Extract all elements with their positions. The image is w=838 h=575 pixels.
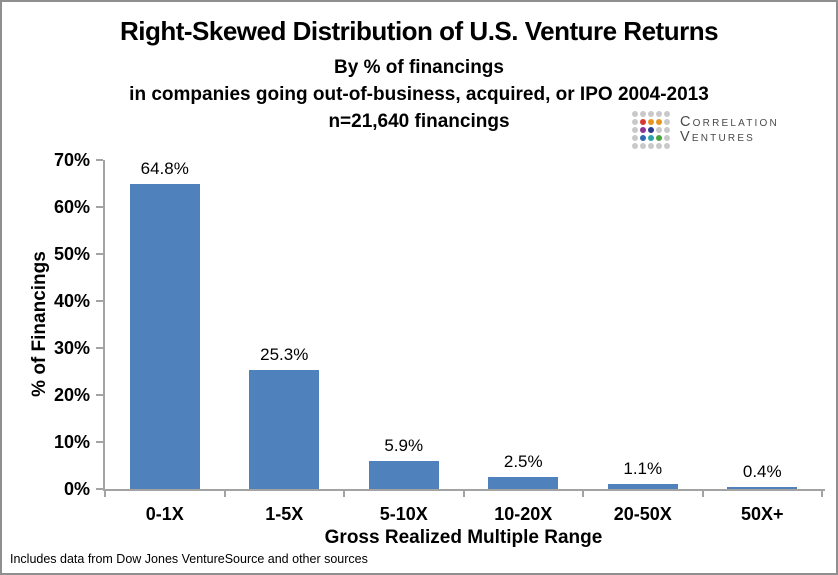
logo-dot — [664, 119, 670, 125]
logo-dot — [648, 111, 654, 117]
y-axis-line — [103, 160, 105, 491]
bar — [727, 487, 798, 489]
logo-dot — [648, 143, 654, 149]
logo-dot — [640, 135, 646, 141]
logo-dot — [640, 127, 646, 133]
correlation-ventures-logo: Correlation Ventures — [632, 111, 779, 149]
y-axis-tick-mark — [96, 441, 103, 443]
logo-dot — [664, 127, 670, 133]
bar — [249, 370, 320, 489]
logo-dot — [632, 119, 638, 125]
x-axis-category-label: 10-20X — [494, 504, 553, 524]
x-axis-title: Gross Realized Multiple Range — [324, 527, 603, 548]
chart-subtitle-line-3: n=21,640 financings — [328, 111, 510, 132]
logo-dot — [640, 111, 646, 117]
bar-value-label: 1.1% — [623, 458, 663, 478]
y-axis-tick-label: 60% — [53, 197, 90, 217]
x-axis-tick-mark — [701, 489, 704, 497]
logo-dot — [656, 119, 662, 125]
logo-dot-grid-icon — [632, 111, 670, 149]
bar-value-label: 25.3% — [260, 345, 309, 365]
y-axis-tick-mark — [96, 347, 103, 349]
source-note: Includes data from Dow Jones VentureSour… — [10, 552, 368, 566]
bar-value-label: 2.5% — [503, 452, 543, 472]
logo-dot — [656, 127, 662, 133]
x-axis-tick-mark — [821, 489, 823, 497]
logo-dot — [632, 135, 638, 141]
logo-line-2: Ventures — [680, 129, 756, 145]
x-axis-category-label: 20-50X — [613, 504, 672, 524]
logo-dot — [648, 127, 654, 133]
logo-dot — [640, 143, 646, 149]
logo-dot — [664, 143, 670, 149]
logo-wordmark: Correlation Ventures — [680, 115, 779, 145]
logo-dot — [656, 111, 662, 117]
bar — [368, 461, 439, 489]
y-axis-tick-mark — [96, 206, 103, 208]
logo-dot — [648, 135, 654, 141]
x-axis-tick-mark — [343, 489, 345, 497]
y-axis-tick-mark — [96, 394, 103, 396]
x-axis-tick-mark — [223, 489, 226, 497]
x-axis-category-label: 0-1X — [145, 504, 184, 524]
x-axis-category-label: 50X+ — [740, 504, 784, 524]
y-axis-tick-label: 70% — [53, 150, 90, 170]
x-axis-category-label: 1-5X — [265, 504, 304, 524]
logo-dot — [632, 111, 638, 117]
bar — [129, 184, 200, 489]
x-axis-tick-mark — [582, 489, 584, 497]
logo-dot — [640, 119, 646, 125]
y-axis-tick-label: 40% — [53, 291, 90, 311]
x-axis-tick-mark — [104, 489, 106, 497]
logo-dot — [664, 111, 670, 117]
logo-dot — [656, 135, 662, 141]
logo-dot — [632, 127, 638, 133]
y-axis-tick-mark — [96, 300, 103, 302]
logo-dot — [656, 143, 662, 149]
logo-dot — [632, 143, 638, 149]
chart-subtitle-line-1: By % of financings — [334, 57, 504, 78]
bar-value-label: 5.9% — [384, 436, 424, 456]
bar-value-label: 0.4% — [742, 462, 782, 481]
y-axis-tick-mark — [96, 488, 103, 490]
y-axis-tick-label: 30% — [53, 338, 90, 358]
logo-dot — [648, 119, 654, 125]
x-axis-category-label: 5-10X — [379, 504, 428, 524]
x-axis-tick-mark — [462, 489, 465, 497]
y-axis-tick-mark — [96, 159, 103, 161]
logo-dot — [664, 135, 670, 141]
chart-title: Right-Skewed Distribution of U.S. Ventur… — [119, 16, 719, 46]
chart-subtitle-line-2: in companies going out-of-business, acqu… — [129, 84, 709, 105]
y-axis-title: % of Financings — [29, 251, 50, 397]
y-axis-tick-label: 0% — [63, 479, 90, 499]
y-axis-tick-label: 10% — [53, 432, 90, 452]
y-axis-tick-label: 20% — [53, 385, 90, 405]
y-axis-tick-label: 50% — [53, 244, 90, 264]
logo-line-1: Correlation — [680, 114, 779, 130]
y-axis-tick-mark — [96, 253, 103, 255]
bar — [488, 477, 559, 489]
bar — [607, 483, 678, 489]
bar-value-label: 64.8% — [140, 159, 189, 179]
